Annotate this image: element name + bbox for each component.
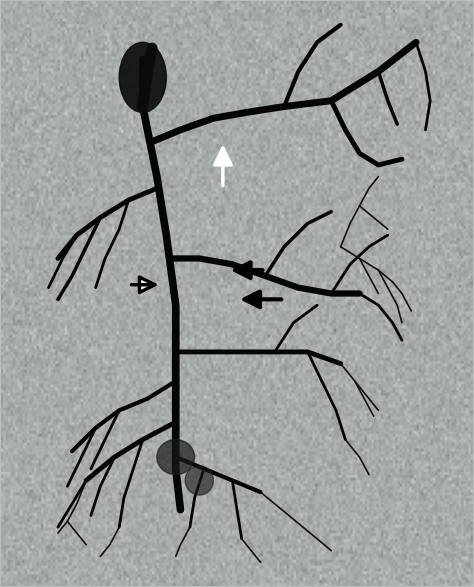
Ellipse shape xyxy=(119,42,166,112)
Ellipse shape xyxy=(157,440,195,475)
Ellipse shape xyxy=(185,466,213,495)
